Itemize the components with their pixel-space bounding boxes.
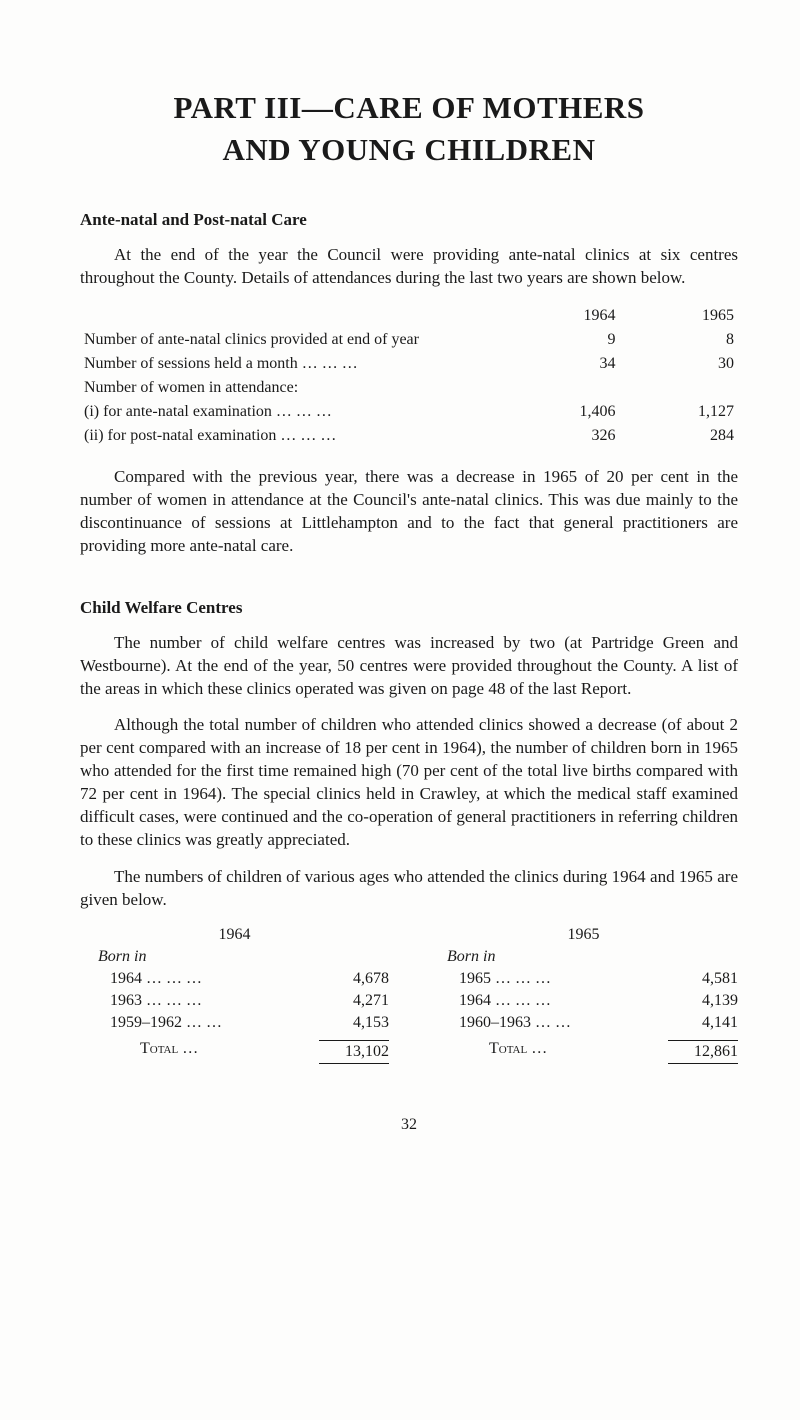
born-in-label: Born in — [98, 948, 389, 966]
births-row: 1963 … … … 4,271 — [80, 990, 389, 1012]
section2-para1: The number of child welfare centres was … — [80, 632, 738, 701]
births-col-1965: 1965 Born in 1965 … … … 4,581 1964 … … …… — [429, 926, 738, 1066]
births-row: 1964 … … … 4,678 — [80, 968, 389, 990]
births-row: 1965 … … … 4,581 — [429, 968, 738, 990]
births-table: 1964 Born in 1964 … … … 4,678 1963 … … …… — [80, 926, 738, 1066]
section2-para2: Although the total number of children wh… — [80, 714, 738, 852]
col-header-1965: 1965 — [620, 304, 738, 328]
section1-heading: Ante-natal and Post-natal Care — [80, 210, 738, 230]
page-title-line1: PART III—CARE OF MOTHERS — [80, 90, 738, 126]
table-row: (ii) for post-natal examination … … … 32… — [80, 424, 738, 448]
births-row: 1964 … … … 4,139 — [429, 990, 738, 1012]
table-row: Number of women in attendance: — [80, 376, 738, 400]
table-row: Number of ante-natal clinics provided at… — [80, 328, 738, 352]
section1-para1: At the end of the year the Council were … — [80, 244, 738, 290]
section2-heading: Child Welfare Centres — [80, 598, 738, 618]
births-year-1965: 1965 — [429, 926, 738, 944]
page-title-line2: AND YOUNG CHILDREN — [80, 132, 738, 168]
col-header-1964: 1964 — [501, 304, 619, 328]
births-row: 1960–1963 … … 4,141 — [429, 1012, 738, 1034]
births-total-row: Total … 13,102 — [80, 1034, 389, 1066]
page-number: 32 — [80, 1116, 738, 1134]
births-col-1964: 1964 Born in 1964 … … … 4,678 1963 … … …… — [80, 926, 389, 1066]
section1-para2: Compared with the previous year, there w… — [80, 466, 738, 558]
table-row: (i) for ante-natal examination … … … 1,4… — [80, 400, 738, 424]
attendance-table: 1964 1965 Number of ante-natal clinics p… — [80, 304, 738, 448]
born-in-label: Born in — [447, 948, 738, 966]
table-header-row: 1964 1965 — [80, 304, 738, 328]
section2-para3: The numbers of children of various ages … — [80, 866, 738, 912]
births-year-1964: 1964 — [80, 926, 389, 944]
births-row: 1959–1962 … … 4,153 — [80, 1012, 389, 1034]
table-row: Number of sessions held a month … … … 34… — [80, 352, 738, 376]
document-page: PART III—CARE OF MOTHERS AND YOUNG CHILD… — [0, 0, 800, 1420]
births-total-row: Total … 12,861 — [429, 1034, 738, 1066]
